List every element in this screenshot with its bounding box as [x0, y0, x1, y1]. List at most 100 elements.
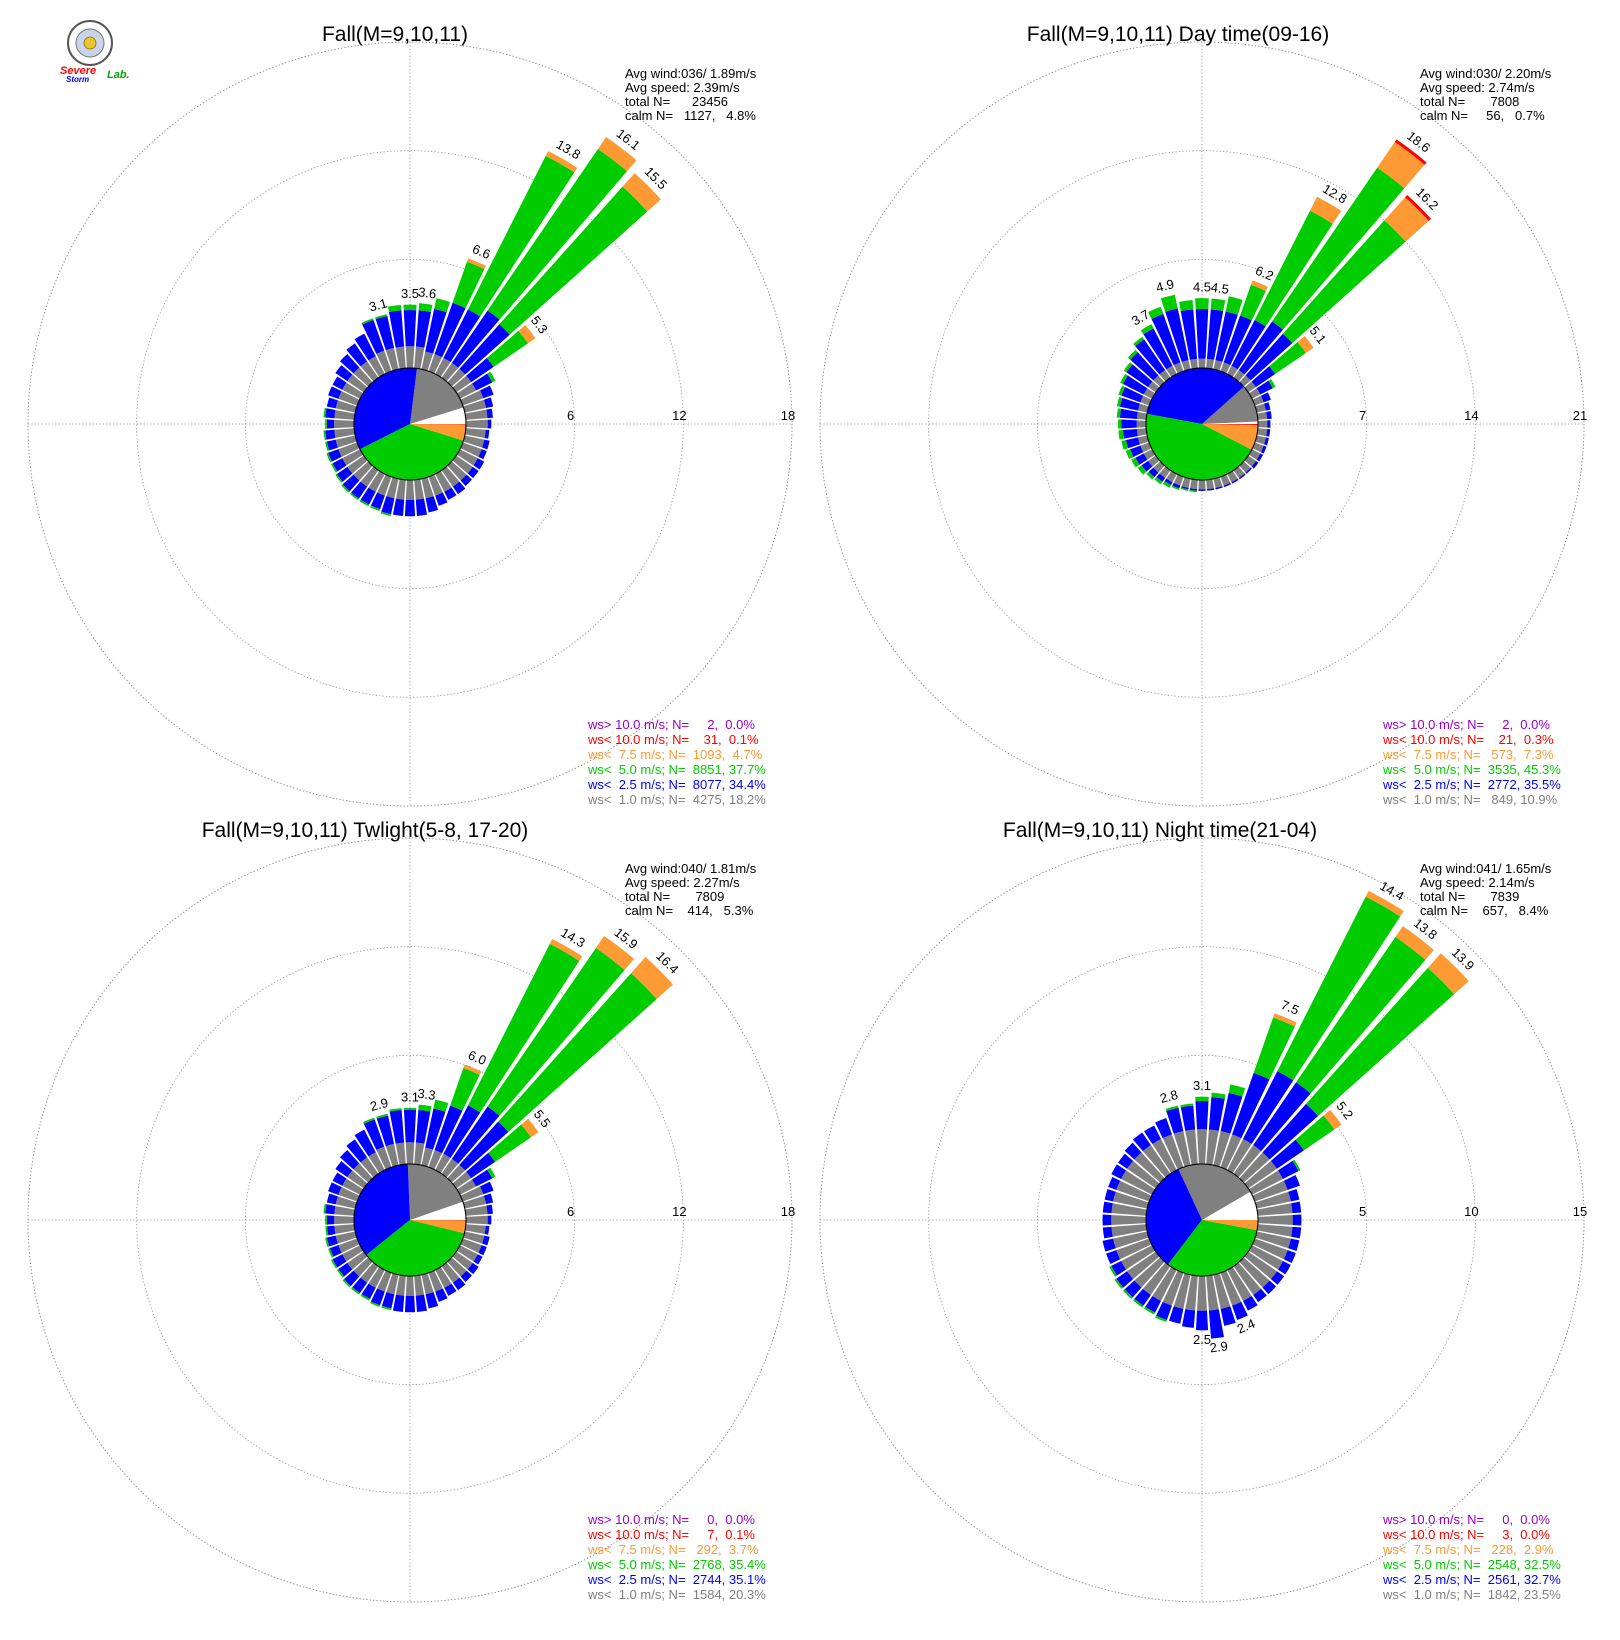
wind-rose-panel-2: 7 14 213.74.9 4.54.56.212.818.616.25.1Fall(… — [819, 23, 1587, 807]
wind-bar-segment — [338, 1262, 353, 1277]
range-tick-label: 14 — [1464, 408, 1478, 423]
wind-bar-segment — [1232, 1072, 1270, 1139]
wind-bar-segment — [1142, 1145, 1171, 1178]
wind-bar-segment — [363, 1119, 385, 1150]
wind-bar-segment — [460, 442, 482, 457]
wind-bar-segment — [328, 1248, 334, 1258]
wind-bar-segment — [1253, 1082, 1311, 1152]
wind-bar-segment — [1211, 1092, 1226, 1099]
wind-bar-segment — [487, 1215, 492, 1225]
wind-bar-label: 4.5 — [1193, 280, 1211, 295]
wind-bar-segment — [1252, 1238, 1288, 1260]
wind-bar-segment — [1134, 1152, 1165, 1183]
wind-bar-segment — [1118, 419, 1122, 429]
wind-bar-segment — [1282, 220, 1406, 344]
wind-bar-segment — [1266, 428, 1271, 437]
wind-bar-segment — [415, 1109, 431, 1144]
wind-bar-segment — [387, 304, 402, 313]
wind-bar-segment — [1206, 488, 1215, 491]
wind-bar-segment — [467, 466, 479, 479]
wind-bar-segment — [1227, 1266, 1252, 1301]
wind-bar-segment — [386, 477, 399, 499]
wind-bar-segment — [444, 487, 457, 500]
stat-line: Avg wind:036/ 1.89m/s — [625, 66, 757, 81]
wind-bar-segment — [452, 455, 473, 474]
wind-bar-segment — [435, 1288, 448, 1302]
wind-bar-segment — [1118, 1153, 1134, 1169]
wind-bar-segment — [1266, 411, 1272, 420]
wind-bar-segment — [332, 1254, 347, 1268]
wind-bar-segment — [428, 1150, 443, 1170]
wind-bar-label: 3.1 — [367, 295, 388, 314]
wind-bar-segment — [1231, 320, 1266, 370]
speed-pie-slice — [1202, 424, 1258, 426]
wind-bar-segment — [403, 1109, 417, 1143]
wind-bar-segment — [1153, 461, 1165, 473]
wind-bar-segment — [1255, 1191, 1291, 1209]
logo-text-lab: Lab. — [107, 69, 130, 81]
wind-bar-segment — [325, 1237, 330, 1248]
wind-bar-segment — [1260, 392, 1271, 403]
wind-bar-segment — [1220, 362, 1231, 374]
wind-bar-segment — [1171, 485, 1180, 491]
wind-bar-segment — [1151, 314, 1181, 366]
wind-bar-segment — [370, 1288, 385, 1306]
legend-entry: ws< 10.0 m/s; N= 3, 0.0% — [1382, 1527, 1550, 1542]
wind-bar-segment — [1148, 306, 1164, 319]
wind-bar-segment — [1116, 408, 1122, 418]
wind-bar-segment — [1256, 453, 1264, 462]
wind-bar-segment — [1141, 460, 1153, 472]
wind-bar-segment — [1272, 167, 1405, 330]
wind-bar-segment — [1134, 1257, 1165, 1288]
wind-bar-segment — [1144, 1306, 1156, 1315]
wind-bar-segment — [447, 368, 466, 387]
wind-bar-segment — [341, 484, 350, 493]
wind-bar-segment — [380, 511, 392, 517]
range-tick-label: 10 — [1464, 1204, 1478, 1219]
wind-bar-segment — [1113, 1231, 1149, 1249]
wind-bar-segment — [545, 151, 578, 173]
wind-bar-segment — [385, 1143, 399, 1167]
wind-bar-segment — [376, 350, 392, 374]
wind-bar-segment — [376, 1115, 395, 1147]
wind-bar-segment — [375, 314, 388, 320]
wind-bar-segment — [1127, 1251, 1160, 1280]
wind-bar-segment — [456, 1245, 478, 1262]
wind-bar-segment — [1269, 342, 1306, 375]
wind-bar-segment — [349, 492, 359, 501]
wind-bar-segment — [428, 474, 443, 496]
legend-entry: ws< 5.0 m/s; N= 8851, 37.7% — [587, 762, 766, 777]
wind-bar-segment — [1253, 1288, 1267, 1303]
wind-bar-segment — [1102, 1226, 1113, 1239]
wind-bar-segment — [1102, 1201, 1113, 1214]
wind-bar-segment — [1159, 466, 1171, 478]
wind-bar-segment — [361, 1283, 376, 1300]
wind-bar-segment — [334, 1224, 355, 1235]
wind-bar-segment — [466, 258, 486, 270]
wind-bar-segment — [463, 1231, 485, 1244]
wind-bar-segment — [488, 1124, 531, 1162]
speed-pie-slice — [410, 368, 464, 424]
wind-bar-segment — [1233, 1145, 1262, 1178]
wind-bar-segment — [451, 1106, 500, 1164]
wind-bar-segment — [1195, 309, 1209, 359]
wind-bar-segment — [1116, 1238, 1152, 1260]
wind-bar-segment — [447, 1257, 467, 1277]
wind-bar-segment — [1239, 1152, 1270, 1183]
wind-bar-segment — [1127, 1160, 1160, 1189]
wind-bar-segment — [1173, 1131, 1191, 1167]
wind-bar-segment — [1257, 1215, 1293, 1225]
wind-bar-segment — [460, 1238, 482, 1253]
wind-bar-segment — [1220, 1134, 1242, 1170]
wind-bar-segment — [482, 439, 490, 450]
wind-bar-segment — [1242, 1071, 1294, 1145]
wind-bar-segment — [354, 1129, 376, 1157]
wind-bar-segment — [1185, 1275, 1198, 1311]
wind-bar-segment — [1136, 420, 1147, 428]
wind-bar-segment — [1394, 139, 1427, 165]
wind-bar-segment — [338, 1187, 360, 1202]
stat-line: Avg speed: 2.14m/s — [1420, 875, 1535, 890]
wind-bar-segment — [360, 1294, 370, 1301]
wind-bar-segment — [1132, 1298, 1144, 1308]
wind-bar-segment — [389, 1108, 402, 1112]
